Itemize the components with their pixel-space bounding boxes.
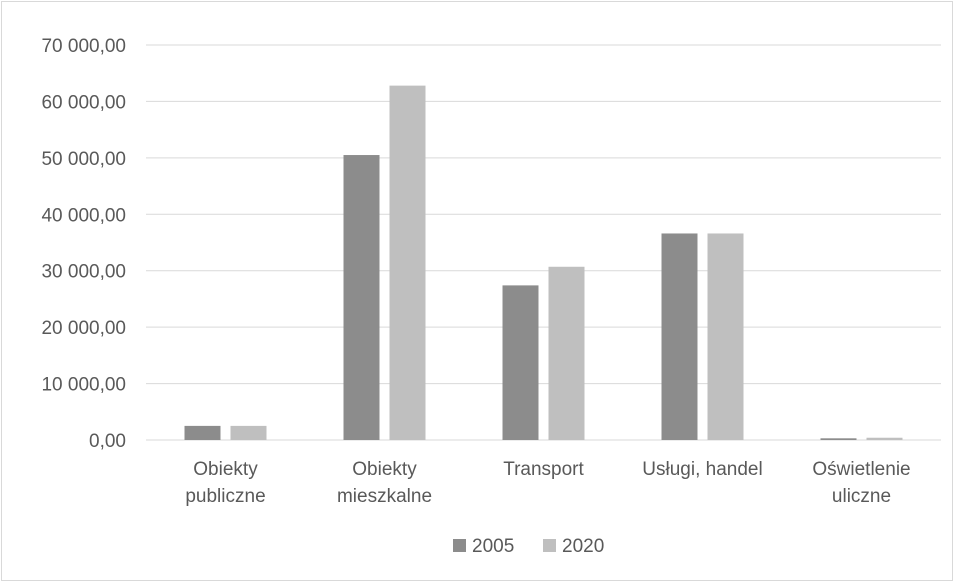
x-tick-label: Obiekty xyxy=(193,459,258,480)
legend-label: 2020 xyxy=(562,536,604,557)
x-tick-label: publiczne xyxy=(185,486,265,507)
bar-2020 xyxy=(866,437,903,440)
legend-swatch-2020 xyxy=(543,539,556,552)
y-tick-label: 30 000,00 xyxy=(41,262,126,283)
x-tick-label: Oświetlenie xyxy=(812,459,910,480)
legend-label: 2005 xyxy=(472,536,514,557)
y-tick-label: 10 000,00 xyxy=(41,375,126,396)
y-tick-label: 0,00 xyxy=(89,431,126,452)
bar-2020 xyxy=(230,425,267,440)
y-tick-label: 20 000,00 xyxy=(41,318,126,339)
bar-2020 xyxy=(707,233,744,440)
x-tick-label: Transport xyxy=(503,459,584,480)
bar-2005 xyxy=(661,233,698,440)
bar-2005 xyxy=(820,438,857,440)
bar-2020 xyxy=(389,85,426,440)
legend-swatch-2005 xyxy=(453,539,466,552)
x-tick-label: Usługi, handel xyxy=(642,459,762,480)
x-tick-label: Obiekty xyxy=(352,459,417,480)
y-tick-label: 50 000,00 xyxy=(41,149,126,170)
x-tick-label: uliczne xyxy=(832,486,891,507)
bar-2005 xyxy=(502,285,539,440)
y-tick-label: 40 000,00 xyxy=(41,205,126,226)
y-tick-label: 70 000,00 xyxy=(41,36,126,57)
y-tick-label: 60 000,00 xyxy=(41,92,126,113)
bar-2005 xyxy=(343,155,380,441)
x-tick-label: mieszkalne xyxy=(337,486,432,507)
bar-2005 xyxy=(184,425,221,440)
bar-2020 xyxy=(548,266,585,440)
